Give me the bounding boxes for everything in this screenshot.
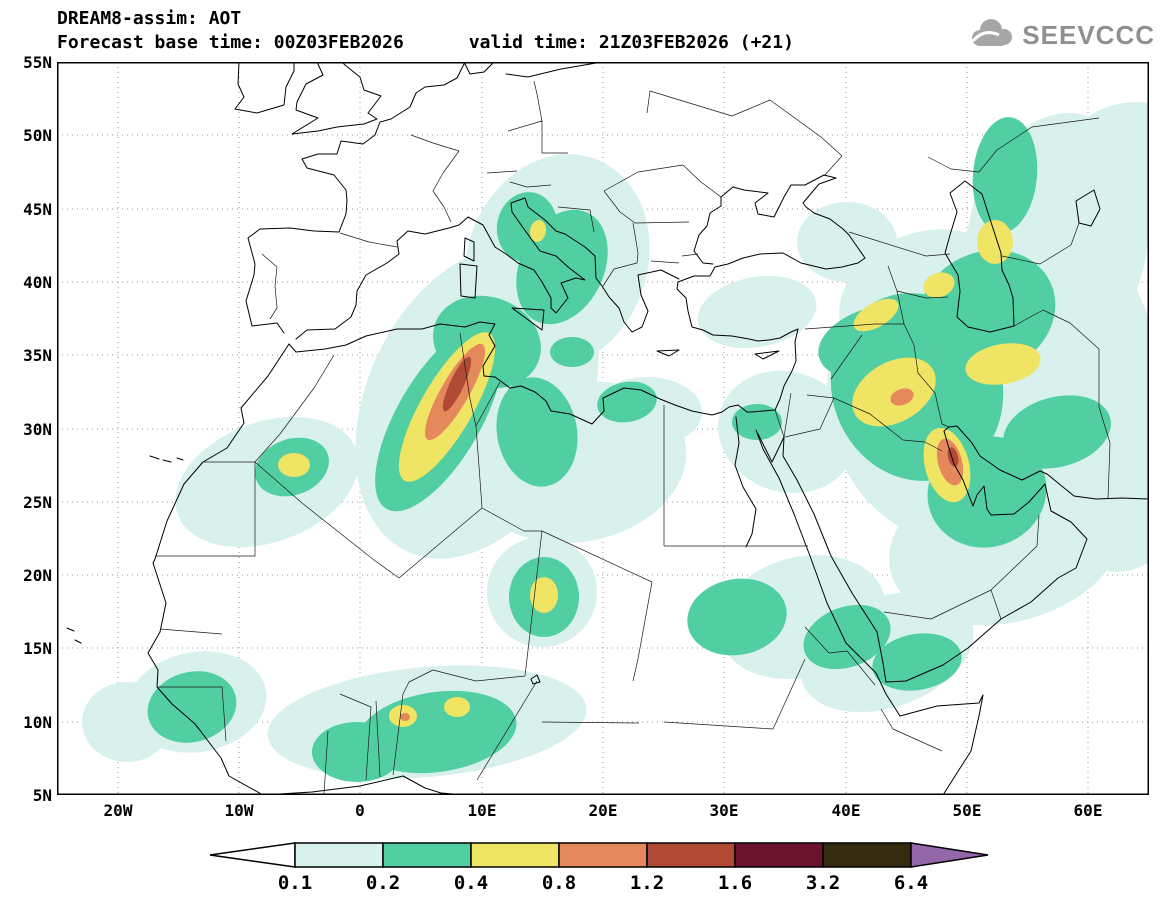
- colorbar-label: 0.1: [277, 872, 313, 894]
- x-axis-label: 20W: [103, 801, 133, 820]
- colorbar-segment: [734, 842, 824, 868]
- y-axis-label: 20N: [23, 566, 52, 585]
- x-axis-label: 60E: [1073, 801, 1103, 820]
- seevccc-logo: SEEVCCC: [965, 16, 1155, 54]
- y-axis-label: 35N: [23, 346, 52, 365]
- y-axis-label: 55N: [23, 53, 52, 72]
- x-axis-label: 30E: [709, 801, 739, 820]
- forecast-times: Forecast base time: 00Z03FEB2026 valid t…: [57, 32, 794, 53]
- colorbar-segment: [646, 842, 736, 868]
- colorbar-label: 0.8: [541, 872, 577, 894]
- y-axis-label: 25N: [23, 493, 52, 512]
- aot-contours: [82, 102, 1165, 782]
- x-axis-label: 0: [355, 801, 365, 820]
- page-title: DREAM8-assim: AOT: [57, 8, 242, 29]
- colorbar-label: 0.4: [453, 872, 489, 894]
- colorbar-segment: [382, 842, 472, 868]
- x-axis-label: 50E: [952, 801, 982, 820]
- y-axis-label: 30N: [23, 420, 52, 439]
- colorbar-overflow-arrow: [910, 842, 989, 868]
- aot-level-0.4: [278, 220, 1041, 727]
- coastlines: [66, 61, 1150, 796]
- forecast-map: [57, 61, 1165, 796]
- map-frame: [57, 62, 1149, 795]
- y-axis-label: 50N: [23, 126, 52, 145]
- logo-text: SEEVCCC: [1022, 19, 1155, 50]
- colorbar-label: 0.2: [365, 872, 401, 894]
- cloud-logo-icon: [965, 16, 1017, 54]
- x-axis-label: 10W: [224, 801, 254, 820]
- colorbar-underflow-arrow: [209, 842, 296, 868]
- colorbar-label: 6.4: [893, 872, 929, 894]
- country-borders: [155, 80, 1111, 795]
- y-axis-label: 10N: [23, 713, 52, 732]
- map-canvas: [57, 61, 1165, 796]
- colorbar-segment: [470, 842, 560, 868]
- y-axis-label: 40N: [23, 273, 52, 292]
- y-axis-label: 45N: [23, 200, 52, 219]
- y-axis-label: 5N: [32, 786, 52, 805]
- x-axis-label: 20E: [588, 801, 618, 820]
- colorbar-segment: [822, 842, 912, 868]
- x-axis-label: 10E: [467, 801, 497, 820]
- colorbar-segment: [294, 842, 384, 868]
- colorbar-label: 3.2: [805, 872, 841, 894]
- colorbar: 0.1 0.2 0.4 0.8 1.2 1.6 3.2 6.4: [207, 841, 991, 901]
- colorbar-label: 1.6: [717, 872, 753, 894]
- y-axis-label: 15N: [23, 639, 52, 658]
- colorbar-scale: [209, 842, 989, 868]
- colorbar-label: 1.2: [629, 872, 665, 894]
- colorbar-segment: [558, 842, 648, 868]
- x-axis-label: 40E: [831, 801, 861, 820]
